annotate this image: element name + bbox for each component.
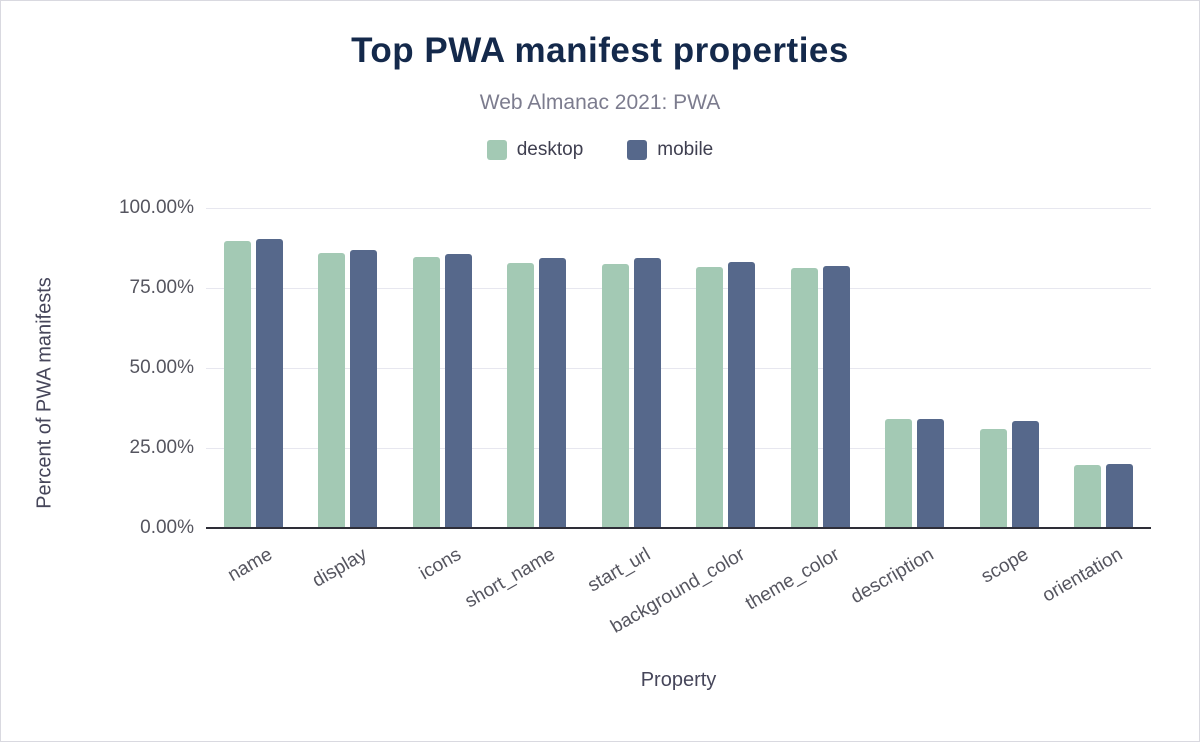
bar-mobile xyxy=(1011,421,1039,528)
gridline xyxy=(206,208,1151,209)
bar-desktop xyxy=(318,253,346,528)
bar-group xyxy=(773,208,868,528)
y-tick-label: 50.00% xyxy=(129,357,194,378)
y-tick-label: 0.00% xyxy=(140,517,194,538)
gridline xyxy=(206,368,1151,369)
x-tick-label: name xyxy=(224,544,276,586)
bar-desktop xyxy=(223,241,251,528)
x-tick-label: scope xyxy=(977,544,1032,588)
bar-group xyxy=(490,208,585,528)
bar-mobile xyxy=(539,258,567,528)
gridline xyxy=(206,448,1151,449)
bar-desktop xyxy=(885,418,913,528)
bar-groups xyxy=(206,208,1151,528)
bar-group xyxy=(679,208,774,528)
bar-mobile xyxy=(1106,464,1134,528)
bar-desktop xyxy=(1074,464,1102,528)
chart-subtitle: Web Almanac 2021: PWA xyxy=(479,91,721,114)
bar-mobile xyxy=(917,419,945,528)
x-axis-line xyxy=(206,527,1151,529)
bar-group xyxy=(584,208,679,528)
bar-group xyxy=(301,208,396,528)
y-axis-ticks: 0.00% 25.00% 50.00% 75.00% 100.00% xyxy=(1,197,194,538)
bar-mobile xyxy=(255,239,283,528)
bar-mobile xyxy=(633,258,661,528)
legend-item-desktop: desktop xyxy=(486,139,584,161)
legend: desktop mobile xyxy=(1,139,1199,161)
bar-desktop xyxy=(601,263,629,528)
bar-mobile xyxy=(822,265,850,528)
legend-label: mobile xyxy=(657,139,714,160)
gridline xyxy=(206,288,1151,289)
y-tick-label: 75.00% xyxy=(129,277,194,298)
legend-label: desktop xyxy=(516,139,584,160)
x-tick-label: theme_color xyxy=(741,544,843,615)
bar-group xyxy=(206,208,301,528)
legend-swatch xyxy=(627,140,648,160)
bar-mobile xyxy=(728,261,756,528)
x-tick-label: display xyxy=(308,544,371,592)
bar-mobile xyxy=(350,249,378,528)
plot-area xyxy=(206,208,1151,529)
y-tick-label: 100.00% xyxy=(118,197,194,218)
x-tick-label: icons xyxy=(415,544,465,585)
bar-desktop xyxy=(412,256,440,528)
x-tick-label: start_url xyxy=(583,544,654,597)
x-axis-ticks: name display icons short_name start_url backg… xyxy=(206,532,1151,652)
y-tick-label: 25.00% xyxy=(129,437,194,458)
bar-group xyxy=(395,208,490,528)
bar-group xyxy=(868,208,963,528)
x-axis-title: Property xyxy=(640,669,717,691)
bar-group xyxy=(1057,208,1152,528)
legend-item-mobile: mobile xyxy=(627,139,713,161)
bar-desktop xyxy=(790,268,818,528)
bar-mobile xyxy=(444,253,472,528)
bar-desktop xyxy=(979,429,1007,528)
legend-swatch xyxy=(486,140,507,160)
bar-desktop xyxy=(696,267,724,528)
bar-group xyxy=(962,208,1057,528)
x-tick-label: short_name xyxy=(461,544,560,613)
chart-title: Top PWA manifest properties xyxy=(351,31,849,70)
x-tick-label: description xyxy=(847,544,938,609)
bar-desktop xyxy=(507,263,535,528)
x-tick-label: orientation xyxy=(1038,544,1127,607)
